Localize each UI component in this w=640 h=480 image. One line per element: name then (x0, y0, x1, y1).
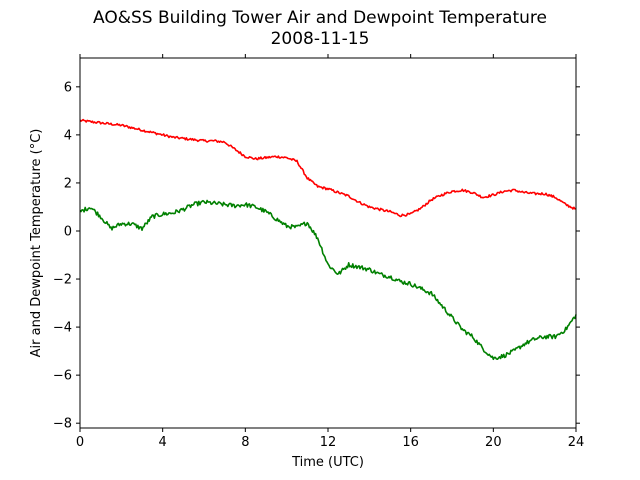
chart-subtitle: 2008-11-15 (270, 29, 370, 49)
x-axis-label: Time (UTC) (291, 455, 364, 470)
y-tick-label: 6 (64, 80, 72, 95)
y-tick-label: −8 (53, 417, 72, 432)
x-tick-label: 8 (241, 435, 249, 450)
x-tick-label: 0 (76, 435, 84, 450)
x-tick-label: 4 (159, 435, 167, 450)
y-tick-label: 4 (64, 128, 72, 143)
dewpoint-temperature-line (79, 199, 577, 361)
x-tick-label: 12 (320, 435, 337, 450)
air-temperature-line (79, 118, 577, 218)
x-tick-label: 20 (485, 435, 502, 450)
plot-frame (79, 57, 577, 429)
y-tick-label: 0 (64, 224, 72, 239)
y-tick-label: 2 (64, 176, 72, 191)
y-axis-label: Air and Dewpoint Temperature (°C) (29, 129, 44, 358)
x-tick-label: 16 (402, 435, 419, 450)
series-layer (79, 118, 577, 361)
chart-title: AO&SS Building Tower Air and Dewpoint Te… (92, 8, 547, 28)
y-tick-label: −2 (53, 273, 72, 288)
x-tick-label: 24 (568, 435, 585, 450)
y-tick-label: −6 (53, 369, 72, 384)
y-tick-label: −4 (53, 321, 72, 336)
